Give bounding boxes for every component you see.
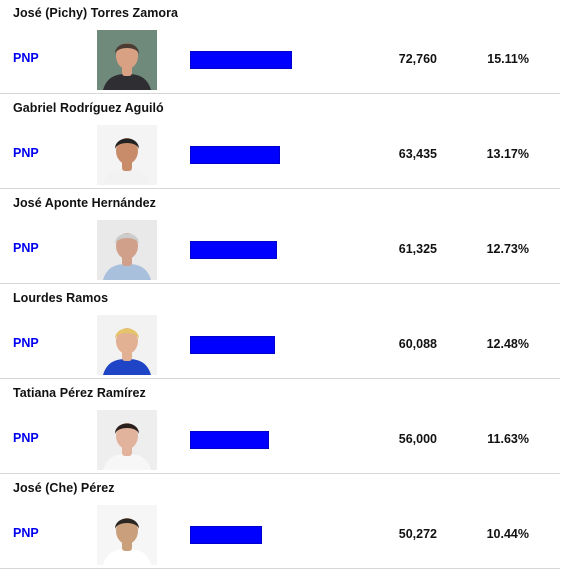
candidate-portrait: [97, 315, 157, 375]
vote-bar-track: [190, 526, 346, 544]
candidate-photo: [97, 220, 157, 280]
vote-bar: [190, 526, 262, 544]
vote-bar-track: [190, 241, 346, 259]
candidate-portrait: [97, 410, 157, 470]
vote-percent: 12.48%: [486, 337, 529, 351]
party-label: PNP: [13, 146, 39, 160]
vote-count: 72,760: [398, 52, 437, 66]
party-label: PNP: [13, 51, 39, 65]
candidate-photo: [97, 315, 157, 375]
party-label: PNP: [13, 336, 39, 350]
candidate-name: Gabriel Rodríguez Aguiló: [13, 101, 164, 115]
candidate-photo: [97, 410, 157, 470]
candidate-photo: [97, 125, 157, 185]
vote-bar: [190, 51, 292, 69]
candidate-portrait: [97, 125, 157, 185]
vote-percent: 12.73%: [486, 242, 529, 256]
candidate-row: José (Pichy) Torres Zamora PNP 72,760 15…: [0, 0, 560, 94]
candidate-photo: [97, 505, 157, 565]
vote-bar: [190, 431, 269, 449]
results-list: José (Pichy) Torres Zamora PNP 72,760 15…: [0, 0, 560, 569]
vote-count: 63,435: [398, 147, 437, 161]
vote-percent: 13.17%: [486, 147, 529, 161]
candidate-row: José Aponte Hernández PNP 61,325 12.73%: [0, 190, 560, 284]
candidate-name: Lourdes Ramos: [13, 291, 109, 305]
candidate-portrait: [97, 505, 157, 565]
vote-percent: 15.11%: [487, 52, 529, 66]
vote-percent: 11.63%: [487, 432, 529, 446]
candidate-name: José (Pichy) Torres Zamora: [13, 6, 179, 20]
vote-count: 50,272: [398, 527, 437, 541]
candidate-name: José Aponte Hernández: [13, 196, 156, 210]
vote-count: 61,325: [398, 242, 437, 256]
vote-bar-track: [190, 51, 346, 69]
candidate-row: Tatiana Pérez Ramírez PNP 56,000 11.63%: [0, 380, 560, 474]
party-label: PNP: [13, 526, 39, 540]
candidate-photo: [97, 30, 157, 90]
vote-bar: [190, 146, 280, 164]
candidate-row: Gabriel Rodríguez Aguiló PNP 63,435 13.1…: [0, 95, 560, 189]
candidate-portrait: [97, 220, 157, 280]
vote-count: 60,088: [398, 337, 437, 351]
party-label: PNP: [13, 241, 39, 255]
candidate-portrait: [97, 30, 157, 90]
vote-count: 56,000: [398, 432, 437, 446]
vote-bar-track: [190, 146, 346, 164]
vote-bar: [190, 241, 277, 259]
candidate-name: Tatiana Pérez Ramírez: [13, 386, 146, 400]
candidate-row: José (Che) Pérez PNP 50,272 10.44%: [0, 475, 560, 569]
vote-percent: 10.44%: [486, 527, 529, 541]
candidate-name: José (Che) Pérez: [13, 481, 115, 495]
candidate-row: Lourdes Ramos PNP 60,088 12.48%: [0, 285, 560, 379]
vote-bar-track: [190, 431, 346, 449]
vote-bar: [190, 336, 275, 354]
party-label: PNP: [13, 431, 39, 445]
vote-bar-track: [190, 336, 346, 354]
